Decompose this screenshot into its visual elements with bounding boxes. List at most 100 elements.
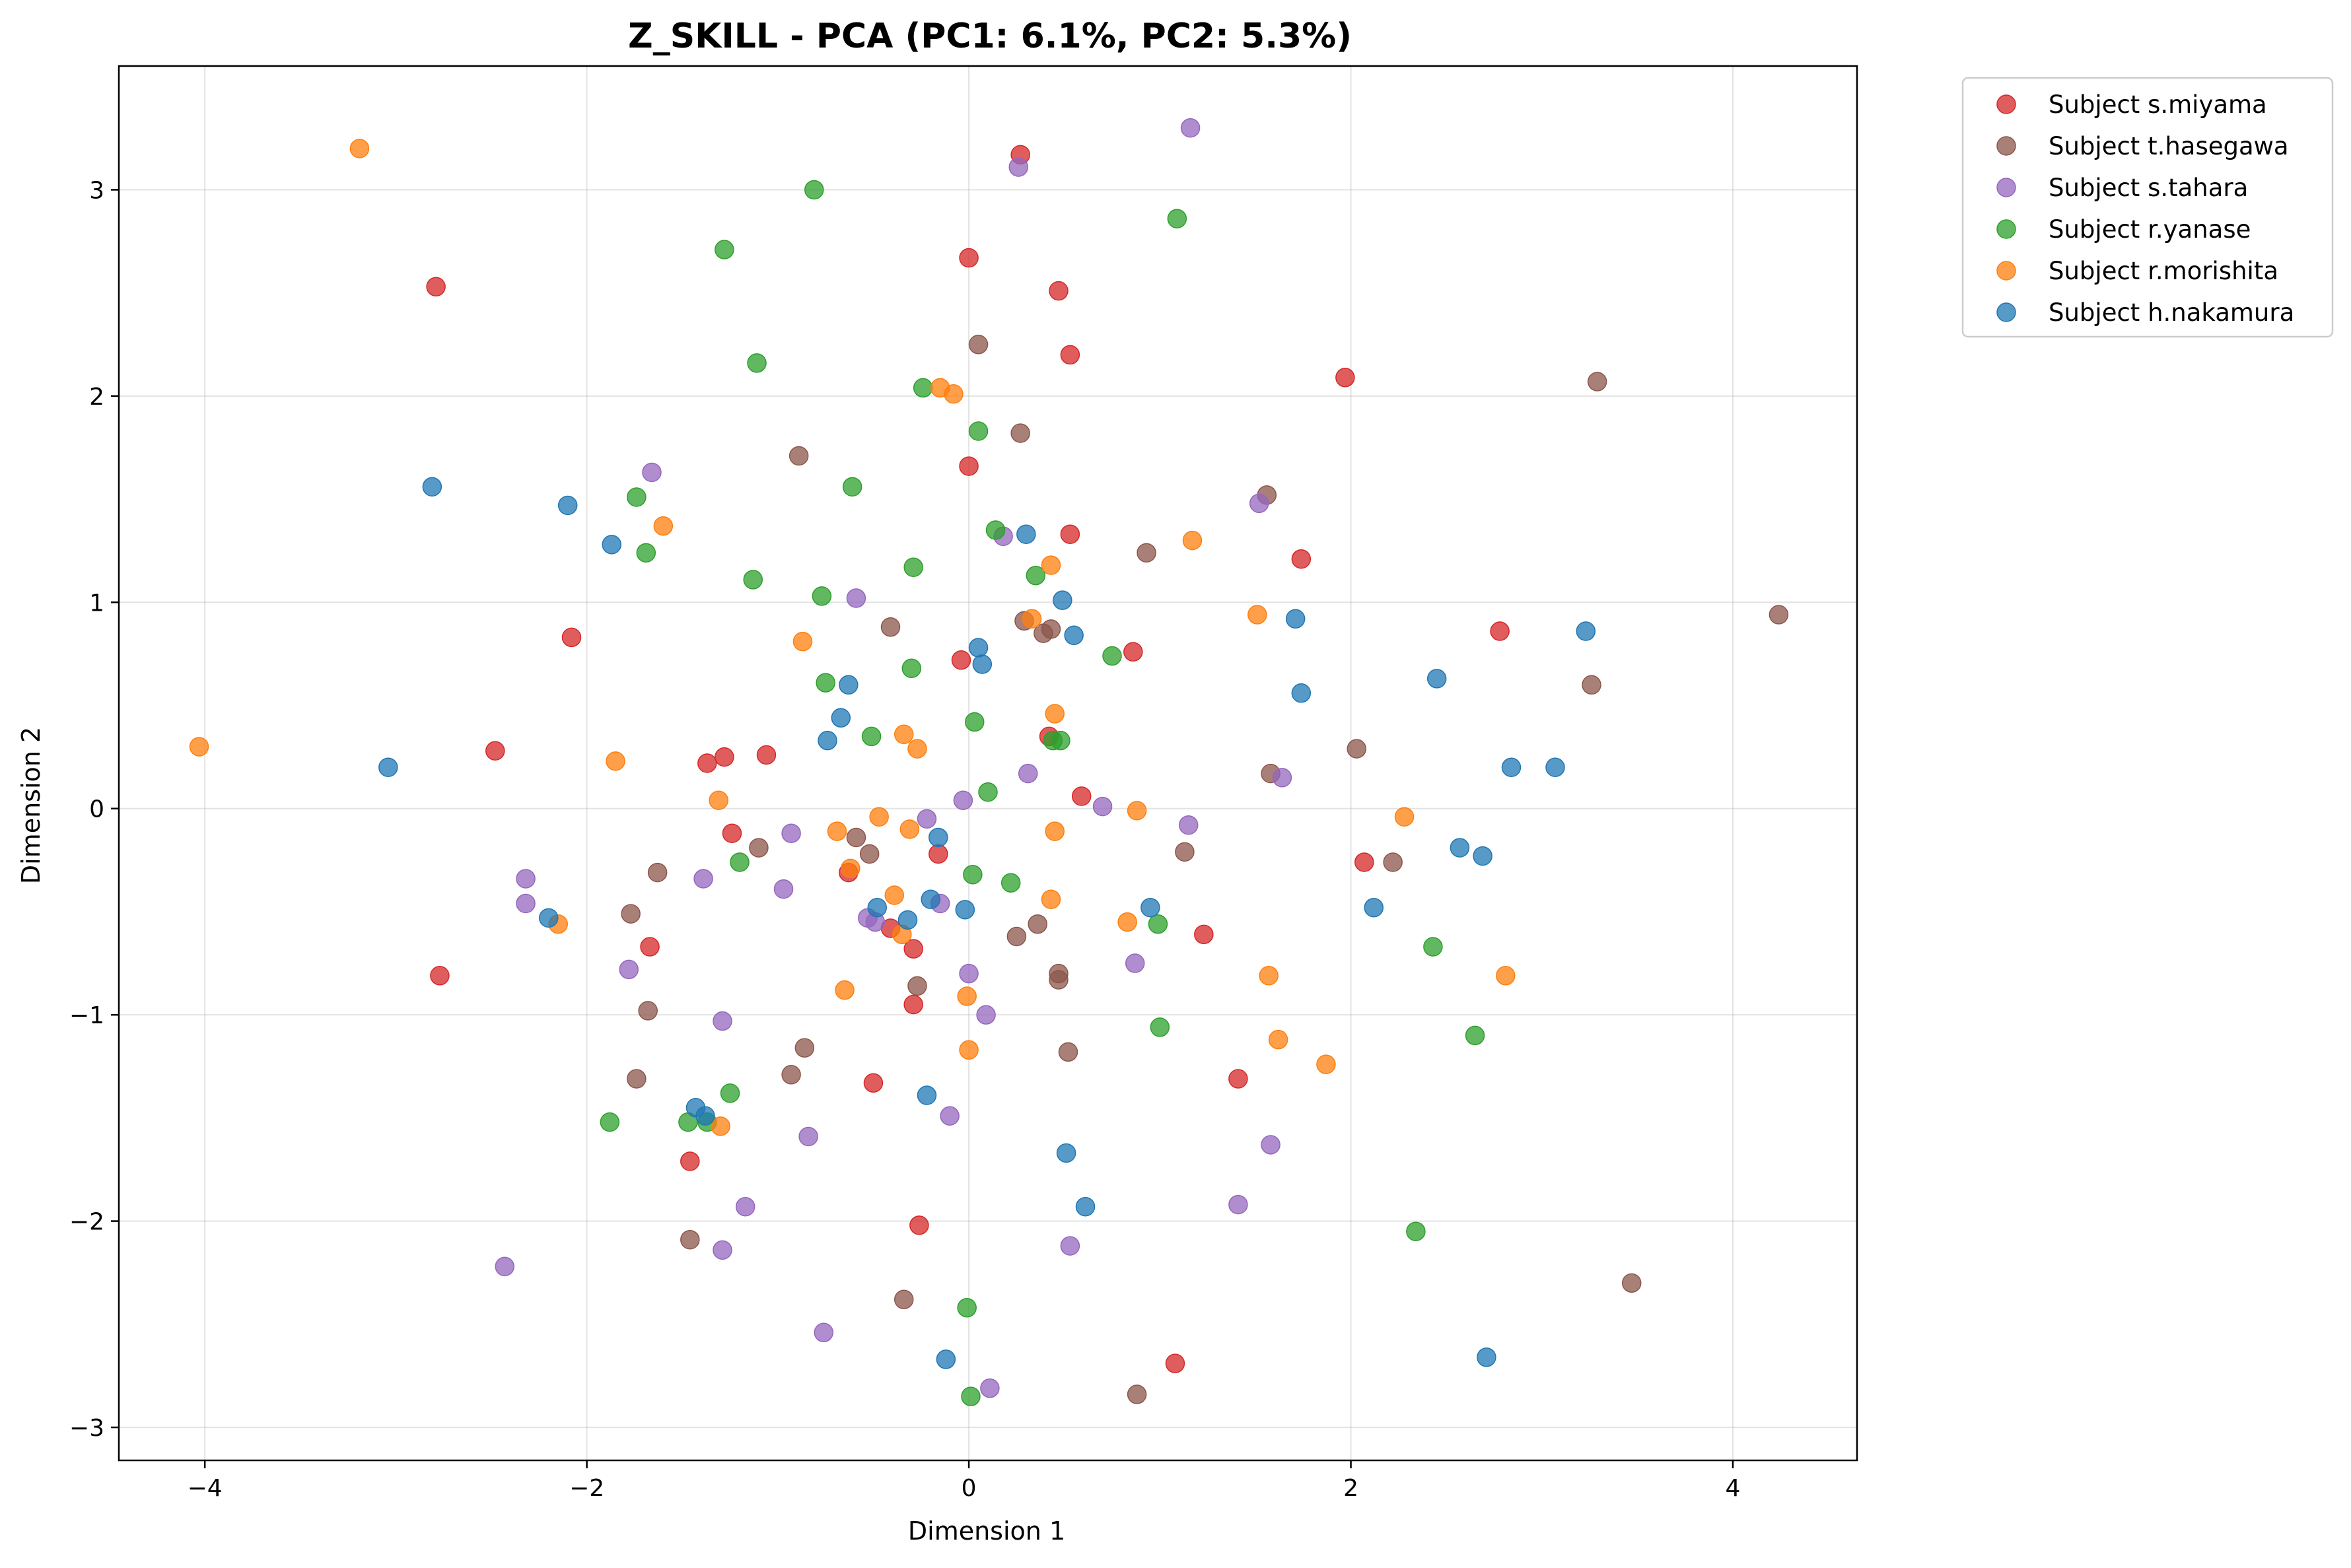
scatter-point (749, 838, 769, 858)
scatter-point (516, 893, 536, 914)
scatter-point (1621, 1273, 1642, 1293)
y-tick-label: 2 (89, 384, 104, 411)
scatter-point (1450, 838, 1470, 858)
scatter-point (1180, 118, 1201, 138)
scatter-point (621, 904, 641, 924)
scatter-point (818, 730, 837, 751)
scatter-point (640, 937, 660, 957)
scatter-point (189, 737, 209, 757)
scatter-point (430, 966, 450, 986)
series-group (378, 477, 1596, 1369)
scatter-point (1058, 1042, 1078, 1062)
scatter-point (959, 1040, 979, 1060)
scatter-point (985, 520, 1006, 540)
legend-items: Subject s.miyama Subject t.hasegawa Subjec… (1996, 90, 2294, 327)
scatter-point (972, 654, 993, 674)
scatter-point (957, 986, 977, 1006)
grid-lines (119, 66, 1857, 1460)
scatter-point (959, 963, 979, 984)
scatter-point (516, 869, 536, 889)
scatter-point (1501, 757, 1522, 777)
scatter-point (722, 823, 742, 843)
scatter-point (1228, 1194, 1248, 1215)
scatter-point (968, 335, 989, 355)
scatter-point (1406, 1221, 1426, 1241)
scatter-point (951, 650, 971, 670)
scatter-point (715, 747, 734, 767)
scatter-point (756, 745, 777, 765)
y-tick-label: −2 (69, 1209, 104, 1236)
scatter-point (1022, 609, 1042, 629)
scatter-point (1008, 157, 1029, 177)
scatter-point (743, 570, 763, 590)
scatter-point (1137, 543, 1156, 563)
scatter-point (713, 1011, 732, 1031)
scatter-point (1194, 924, 1214, 945)
scatter-point (917, 809, 937, 829)
series-group (621, 335, 1789, 1404)
scatter-point (1060, 1236, 1080, 1256)
legend-marker (1996, 219, 2016, 239)
scatter-point (957, 1298, 977, 1318)
scatter-point (816, 673, 835, 693)
scatter-point (1165, 1353, 1185, 1373)
scatter-point (903, 994, 923, 1015)
scatter-point (814, 1322, 834, 1343)
scatter-point (642, 462, 662, 483)
scatter-point (901, 658, 922, 679)
scatter-point (1117, 912, 1137, 932)
series-group (426, 145, 1510, 1373)
scatter-point (1261, 1135, 1281, 1155)
scatter-point (693, 869, 713, 889)
legend-label: Subject s.tahara (2049, 174, 2248, 202)
scatter-point (913, 378, 933, 398)
legend-marker (1996, 94, 2016, 114)
scatter-point (1045, 704, 1065, 724)
scatter-point (606, 751, 625, 771)
scatter-point (1426, 669, 1447, 689)
scatter-point (1285, 609, 1306, 629)
scatter-point (638, 1001, 658, 1021)
scatter-point (1347, 739, 1366, 759)
scatter-point (794, 1038, 815, 1058)
scatter-point (1364, 897, 1384, 918)
scatter-point (1018, 763, 1038, 784)
scatter-point (1049, 970, 1069, 990)
scatter-point (1041, 889, 1061, 909)
scatter-point (1394, 807, 1415, 827)
scatter-point (909, 1215, 929, 1235)
y-tick-label: −3 (69, 1415, 104, 1442)
axis-ticks: −4 −2 0 2 4 −3 −2 −1 0 1 2 3 (69, 177, 1741, 1502)
scatter-point (980, 1378, 1000, 1398)
scatter-point (1272, 768, 1292, 788)
scatter-point (1041, 619, 1061, 639)
x-tick-label: −2 (569, 1475, 604, 1502)
scatter-point (627, 487, 647, 507)
y-tick-label: 0 (89, 796, 104, 823)
scatter-point (846, 827, 866, 848)
scatter-point (627, 1069, 647, 1089)
scatter-point (968, 421, 989, 441)
scatter-point (557, 495, 578, 516)
scatter-point (680, 1151, 700, 1171)
legend-label: Subject t.hasegawa (2049, 132, 2289, 160)
scatter-point (1545, 757, 1565, 777)
scatter-point (835, 980, 855, 1000)
scatter-point (561, 627, 582, 648)
y-axis-title: Dimension 2 (17, 727, 46, 884)
scatter-point (695, 1106, 715, 1126)
series-group (495, 118, 1292, 1398)
scatter-point (880, 617, 901, 637)
scatter-point (907, 976, 927, 996)
scatter-point (720, 1083, 740, 1103)
scatter-point (1123, 642, 1143, 662)
scatter-point (936, 1349, 956, 1369)
scatter-point (869, 807, 889, 827)
scatter-point (735, 1196, 755, 1217)
scatter-point (894, 1289, 914, 1310)
x-tick-label: 2 (1343, 1475, 1358, 1502)
scatter-point (1291, 549, 1312, 569)
data-points (189, 118, 1789, 1406)
